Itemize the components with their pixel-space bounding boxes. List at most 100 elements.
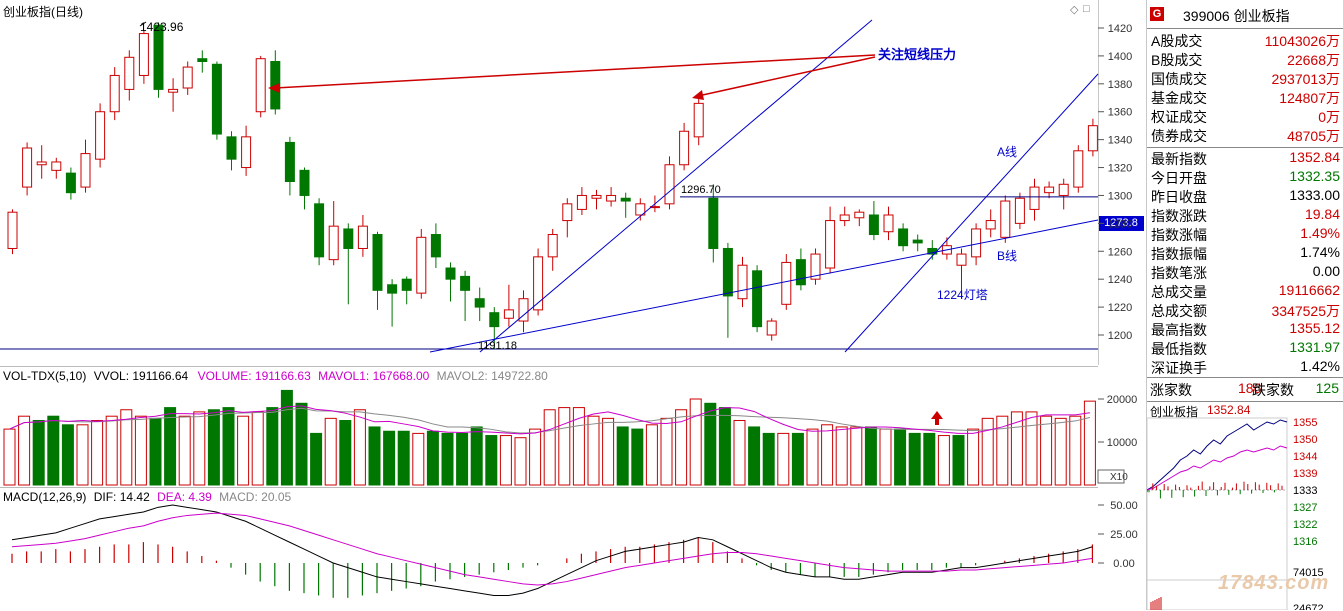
quote-label: 最新指数 [1151, 151, 1207, 167]
vol-bar-up [835, 426, 848, 486]
y-tick-label: 1320 [1108, 163, 1132, 175]
candle-down [620, 197, 631, 202]
vol-bar-up [237, 415, 250, 486]
quote-code-name: 399006 创业板指 [1183, 8, 1290, 24]
candle-down [197, 58, 208, 62]
mini-frame [1147, 417, 1288, 610]
candle-down [898, 228, 909, 247]
candle-up [109, 74, 120, 113]
vol-bar-down [441, 432, 454, 486]
vol-bar-up [120, 409, 133, 486]
candle-down [343, 228, 354, 249]
volume-panel[interactable]: 20000 10000 X10 VOL-TDX(5,10) VVOL: 191166… [0, 366, 1137, 488]
candle-up [854, 211, 865, 219]
candle-down [314, 203, 325, 258]
vol-bar-down [631, 428, 644, 486]
dif-line [11, 504, 1093, 596]
vol-bar-down [426, 430, 439, 486]
vol-bar-up [3, 428, 16, 486]
vol-bar-down [295, 402, 308, 486]
vol-bar-down [791, 432, 804, 486]
vol-bar-up [777, 432, 790, 486]
vol-bar-down [456, 432, 469, 486]
candle-down [284, 141, 295, 183]
mavol2-line [9, 407, 1091, 434]
vol-title: VOL-TDX(5,10) [3, 369, 87, 383]
vol-bar-up [178, 415, 191, 486]
pressure-arrow [697, 56, 876, 97]
y-tick-label: 1280 [1108, 218, 1132, 230]
vol-bar-up [996, 415, 1009, 486]
quote-value: 0万 [1318, 109, 1340, 125]
candle-up [883, 214, 894, 233]
up-arrow-icon [931, 411, 943, 425]
vol-bar-down [164, 407, 177, 486]
candle-down [65, 172, 76, 194]
candle-up [7, 211, 18, 249]
candle-up [357, 225, 368, 249]
candle-up [533, 256, 544, 311]
quote-label: 指数涨幅 [1151, 227, 1207, 243]
y-tick-label: 1380 [1108, 79, 1132, 91]
turnover-row: 债券成交 48705万 [1149, 126, 1342, 145]
quote-value: 22668万 [1287, 52, 1340, 68]
vvol-value: VVOL: 191166.64 [93, 369, 189, 383]
turnover-row: 基金成交 124807万 [1149, 88, 1342, 107]
vol-bar-up [967, 428, 980, 486]
vol-bar-up [733, 420, 746, 486]
candle-up [971, 228, 982, 258]
candle-up [168, 88, 179, 93]
quote-value: 124807万 [1279, 90, 1340, 106]
candle-up [518, 298, 529, 322]
current-price-tag: 1273.8 [1098, 216, 1144, 231]
quote-value: 1.74% [1300, 244, 1340, 260]
mini-intraday-chart[interactable]: 1355 1350 1344 1339 1333 1327 1322 1316 74015 246… [1147, 402, 1343, 610]
candle-up [839, 214, 850, 222]
min-price-label: 1191.18 [478, 340, 517, 352]
chart-diamond-icon[interactable]: ◇ [1070, 4, 1079, 16]
vol-bar-up [1025, 411, 1038, 486]
macd-title: MACD(12,26,9) [3, 490, 87, 504]
macd-tick-label: 25.00 [1110, 529, 1138, 541]
candle-down [211, 63, 222, 135]
vol-bar-up [105, 415, 118, 486]
quote-label: A股成交 [1151, 33, 1203, 49]
pressure-arrowhead [692, 90, 704, 100]
pressure-arrowhead [268, 83, 280, 93]
vol-bar-up [675, 409, 688, 486]
macd-tick-label: 50.00 [1110, 500, 1138, 512]
vol-tick-label: 20000 [1107, 394, 1138, 406]
candle-up [1014, 197, 1025, 224]
quote-value: 1355.12 [1289, 320, 1340, 336]
candle-down [299, 169, 310, 196]
vol-bar-up [806, 428, 819, 486]
candle-up [124, 56, 135, 90]
quote-value: 1332.35 [1289, 168, 1340, 184]
vol-bar-down [47, 415, 60, 486]
mini-y-tick: 1355 [1293, 417, 1317, 429]
vol-bar-up [324, 417, 337, 486]
b-trend-line [429, 219, 1099, 353]
a-trend-line [844, 73, 1099, 353]
y-tick-label: 1200 [1108, 330, 1132, 342]
vol-bar-up [134, 415, 147, 486]
candle-up [241, 136, 252, 169]
quote-label: 权证成交 [1151, 109, 1207, 125]
vol-bar-up [499, 435, 512, 486]
quote-value: 1352.84 [1289, 149, 1340, 165]
index-stat-row: 总成交额 3347525万 [1149, 301, 1342, 320]
vol-bar-down [864, 426, 877, 486]
macd-panel[interactable]: 50.00 25.00 0.00 MACD(12,26,9) DIF: 14.42 … [0, 487, 1138, 611]
vol-bar-down [280, 389, 293, 486]
vol-bar-down [32, 420, 45, 486]
vol-bar-up [1040, 415, 1053, 486]
vol-bar-up [879, 428, 892, 486]
vol-bar-up [193, 411, 206, 486]
g-badge-icon[interactable]: G [1150, 7, 1164, 21]
candle-up [22, 147, 33, 188]
candle-up [591, 194, 602, 199]
vol-bar-up [543, 409, 556, 486]
main-chart-panel[interactable]: 1420 1400 1380 1360 1340 1320 1300 1280 1260 1240… [0, 0, 1132, 365]
quote-label: 指数振幅 [1151, 246, 1207, 262]
chart-maximize-icon[interactable]: □ [1083, 3, 1090, 15]
